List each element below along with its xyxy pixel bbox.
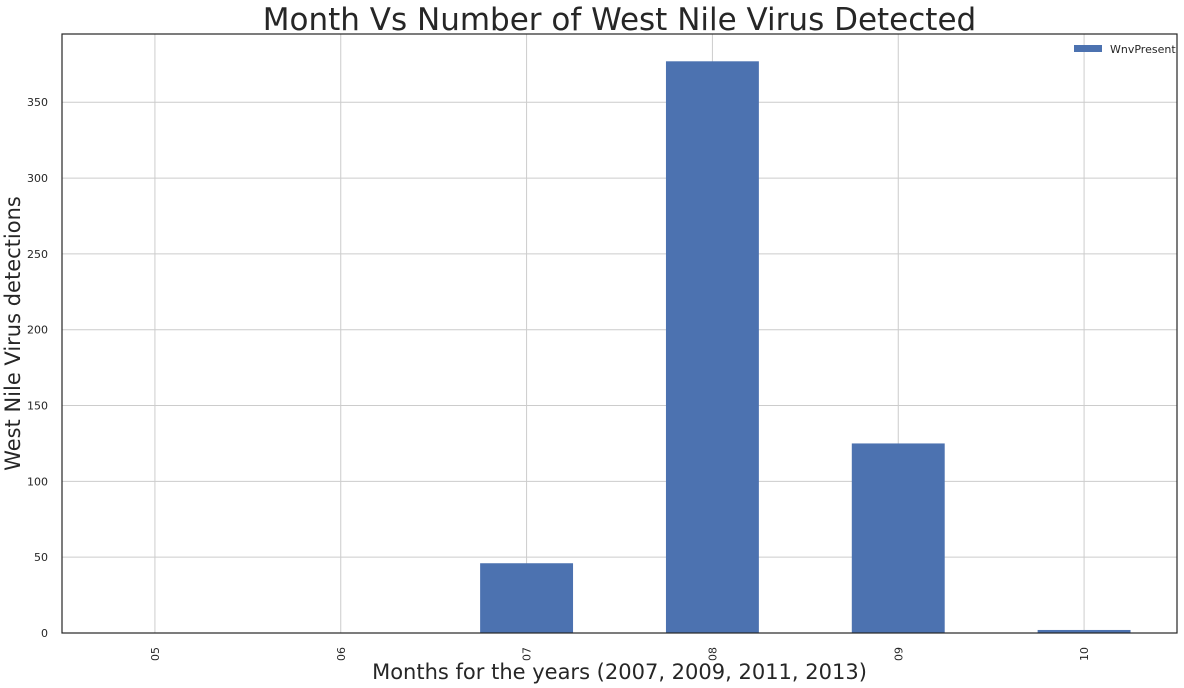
- grid-lines: [62, 34, 1177, 633]
- y-tick-label: 50: [34, 551, 48, 564]
- x-tick-label: 08: [706, 647, 719, 661]
- legend: WnvPresent: [1074, 43, 1176, 56]
- legend-swatch: [1074, 45, 1102, 52]
- y-tick-label: 150: [27, 400, 48, 413]
- legend-label: WnvPresent: [1110, 43, 1176, 56]
- y-tick-label: 0: [41, 627, 48, 640]
- bar-10: [1037, 629, 1131, 633]
- x-tick-label: 07: [521, 647, 534, 661]
- bars: [480, 61, 1131, 633]
- x-tick-label: 06: [335, 647, 348, 661]
- y-tick-label: 350: [27, 96, 48, 109]
- y-axis-label: West Nile Virus detections: [1, 196, 25, 471]
- y-tick-label: 300: [27, 172, 48, 185]
- bar-09: [851, 443, 945, 633]
- y-tick-label: 250: [27, 248, 48, 261]
- plot-frame: [61, 33, 1178, 634]
- x-axis-label: Months for the years (2007, 2009, 2011, …: [372, 660, 867, 684]
- y-tick-label: 200: [27, 324, 48, 337]
- chart-title: Month Vs Number of West Nile Virus Detec…: [263, 2, 976, 38]
- x-tick-label: 05: [149, 647, 162, 661]
- bar-07: [480, 563, 574, 633]
- y-tick-label: 100: [27, 475, 48, 488]
- x-tick-label: 09: [892, 647, 905, 661]
- x-tick-label: 10: [1078, 647, 1091, 661]
- x-tick-labels: 05 06 07 08 09 10: [149, 647, 1091, 661]
- bar-08: [665, 61, 759, 633]
- y-tick-labels: 0 50 100 150 200 250 300 350: [27, 96, 48, 640]
